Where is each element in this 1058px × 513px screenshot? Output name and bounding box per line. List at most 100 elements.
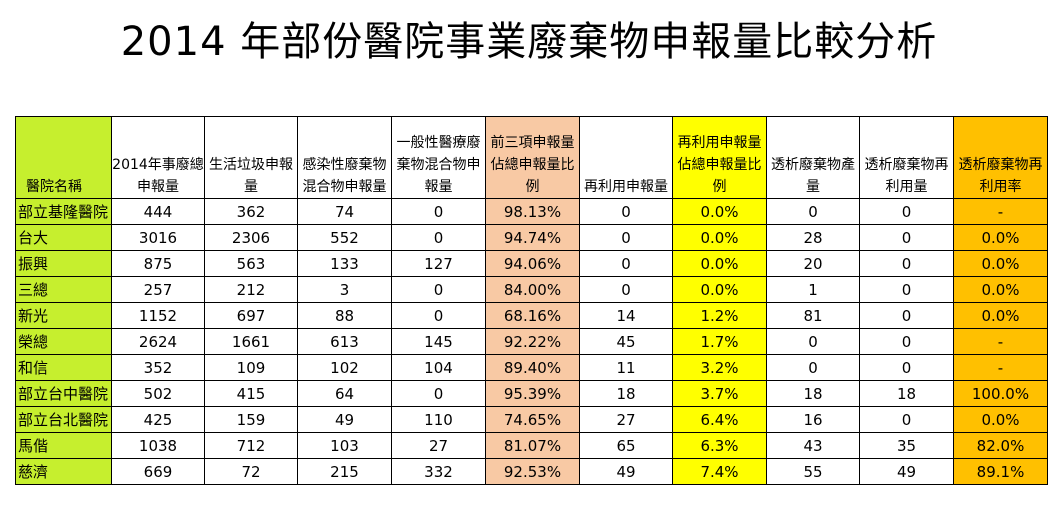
cell-reuse: 0 — [579, 276, 673, 303]
header-infectious: 感染性廢棄物混合物申報量 — [297, 116, 392, 199]
cell-total: 875 — [111, 250, 205, 277]
cell-total: 1038 — [111, 432, 205, 459]
cell-hospital-name: 慈濟 — [15, 458, 112, 485]
table-row: 部立台中醫院 502 415 64 0 95.39% 18 3.7% 18 18 100.0% — [15, 380, 1048, 407]
header-dialysis: 透析廢棄物產量 — [766, 116, 860, 199]
cell-reuse: 0 — [579, 250, 673, 277]
cell-hospital-name: 部立台中醫院 — [15, 380, 112, 407]
cell-infectious: 552 — [297, 224, 392, 251]
cell-reuse-ratio: 0.0% — [672, 198, 767, 225]
cell-dialysis-reuse: 0 — [859, 406, 954, 433]
cell-dialysis: 1 — [766, 276, 860, 303]
cell-top3-ratio: 89.40% — [485, 354, 580, 381]
cell-dialysis-rate: 82.0% — [953, 432, 1048, 459]
cell-dialysis-rate: 0.0% — [953, 276, 1048, 303]
cell-dialysis-rate: 89.1% — [953, 458, 1048, 485]
cell-reuse: 14 — [579, 302, 673, 329]
cell-dialysis-reuse: 0 — [859, 276, 954, 303]
cell-household: 362 — [204, 198, 298, 225]
cell-reuse: 11 — [579, 354, 673, 381]
cell-hospital-name: 部立台北醫院 — [15, 406, 112, 433]
cell-dialysis-reuse: 0 — [859, 354, 954, 381]
table-row: 和信 352 109 102 104 89.40% 11 3.2% 0 0- — [15, 354, 1048, 381]
cell-dialysis: 0 — [766, 198, 860, 225]
cell-total: 444 — [111, 198, 205, 225]
cell-dialysis-reuse: 35 — [859, 432, 954, 459]
header-reuse-ratio: 再利用申報量佔總申報量比例 — [672, 116, 767, 199]
cell-household: 109 — [204, 354, 298, 381]
header-reuse: 再利用申報量 — [579, 116, 673, 199]
cell-top3-ratio: 94.74% — [485, 224, 580, 251]
cell-dialysis: 18 — [766, 380, 860, 407]
cell-general-medical: 0 — [391, 198, 486, 225]
cell-household: 72 — [204, 458, 298, 485]
cell-household: 1661 — [204, 328, 298, 355]
cell-dialysis: 20 — [766, 250, 860, 277]
cell-reuse: 18 — [579, 380, 673, 407]
table-row: 榮總 2624 1661 613 145 92.22% 45 1.7% 0 0- — [15, 328, 1048, 355]
cell-dialysis-rate: 0.0% — [953, 224, 1048, 251]
cell-dialysis: 0 — [766, 354, 860, 381]
cell-infectious: 215 — [297, 458, 392, 485]
cell-reuse-ratio: 0.0% — [672, 276, 767, 303]
cell-reuse: 27 — [579, 406, 673, 433]
cell-top3-ratio: 84.00% — [485, 276, 580, 303]
cell-reuse: 49 — [579, 458, 673, 485]
cell-total: 257 — [111, 276, 205, 303]
cell-dialysis-reuse: 0 — [859, 250, 954, 277]
cell-reuse: 0 — [579, 224, 673, 251]
cell-top3-ratio: 81.07% — [485, 432, 580, 459]
table-row: 新光 1152 697 88 0 68.16% 14 1.2% 81 0 0.0% — [15, 302, 1048, 329]
cell-infectious: 103 — [297, 432, 392, 459]
cell-infectious: 88 — [297, 302, 392, 329]
cell-hospital-name: 馬偕 — [15, 432, 112, 459]
header-top3-ratio: 前三項申報量佔總申報量比例 — [485, 116, 580, 199]
header-hospital-name: 醫院名稱 — [15, 116, 112, 199]
cell-general-medical: 0 — [391, 302, 486, 329]
cell-top3-ratio: 92.22% — [485, 328, 580, 355]
cell-reuse: 45 — [579, 328, 673, 355]
cell-general-medical: 27 — [391, 432, 486, 459]
cell-hospital-name: 振興 — [15, 250, 112, 277]
cell-top3-ratio: 92.53% — [485, 458, 580, 485]
cell-reuse: 65 — [579, 432, 673, 459]
cell-top3-ratio: 94.06% — [485, 250, 580, 277]
waste-report-table: 醫院名稱 2014年事廢總申報量 生活垃圾申報量 感染性廢棄物混合物申報量 一般… — [15, 116, 1048, 485]
cell-infectious: 102 — [297, 354, 392, 381]
cell-dialysis: 81 — [766, 302, 860, 329]
cell-total: 669 — [111, 458, 205, 485]
cell-general-medical: 127 — [391, 250, 486, 277]
cell-reuse-ratio: 3.7% — [672, 380, 767, 407]
cell-dialysis-rate: - — [953, 328, 1048, 355]
cell-household: 159 — [204, 406, 298, 433]
cell-dialysis-rate: 0.0% — [953, 250, 1048, 277]
cell-household: 712 — [204, 432, 298, 459]
cell-general-medical: 145 — [391, 328, 486, 355]
cell-hospital-name: 台大 — [15, 224, 112, 251]
cell-infectious: 613 — [297, 328, 392, 355]
cell-dialysis-reuse: 18 — [859, 380, 954, 407]
cell-dialysis-rate: 0.0% — [953, 302, 1048, 329]
cell-dialysis-rate: - — [953, 354, 1048, 381]
cell-total: 1152 — [111, 302, 205, 329]
cell-general-medical: 110 — [391, 406, 486, 433]
page-title: 2014 年部份醫院事業廢棄物申報量比較分析 — [120, 19, 938, 65]
cell-top3-ratio: 98.13% — [485, 198, 580, 225]
cell-dialysis: 0 — [766, 328, 860, 355]
header-dialysis-reuse: 透析廢棄物再利用量 — [859, 116, 954, 199]
table-row: 振興 875 563 133 127 94.06% 0 0.0% 20 0 0.0% — [15, 250, 1048, 277]
cell-general-medical: 0 — [391, 276, 486, 303]
cell-reuse-ratio: 3.2% — [672, 354, 767, 381]
cell-dialysis-rate: - — [953, 198, 1048, 225]
cell-dialysis: 43 — [766, 432, 860, 459]
cell-infectious: 3 — [297, 276, 392, 303]
cell-reuse-ratio: 1.7% — [672, 328, 767, 355]
header-dialysis-rate: 透析廢棄物再利用率 — [953, 116, 1048, 199]
cell-infectious: 133 — [297, 250, 392, 277]
cell-dialysis-reuse: 49 — [859, 458, 954, 485]
cell-total: 2624 — [111, 328, 205, 355]
cell-total: 425 — [111, 406, 205, 433]
cell-reuse-ratio: 6.4% — [672, 406, 767, 433]
cell-reuse-ratio: 1.2% — [672, 302, 767, 329]
cell-household: 212 — [204, 276, 298, 303]
